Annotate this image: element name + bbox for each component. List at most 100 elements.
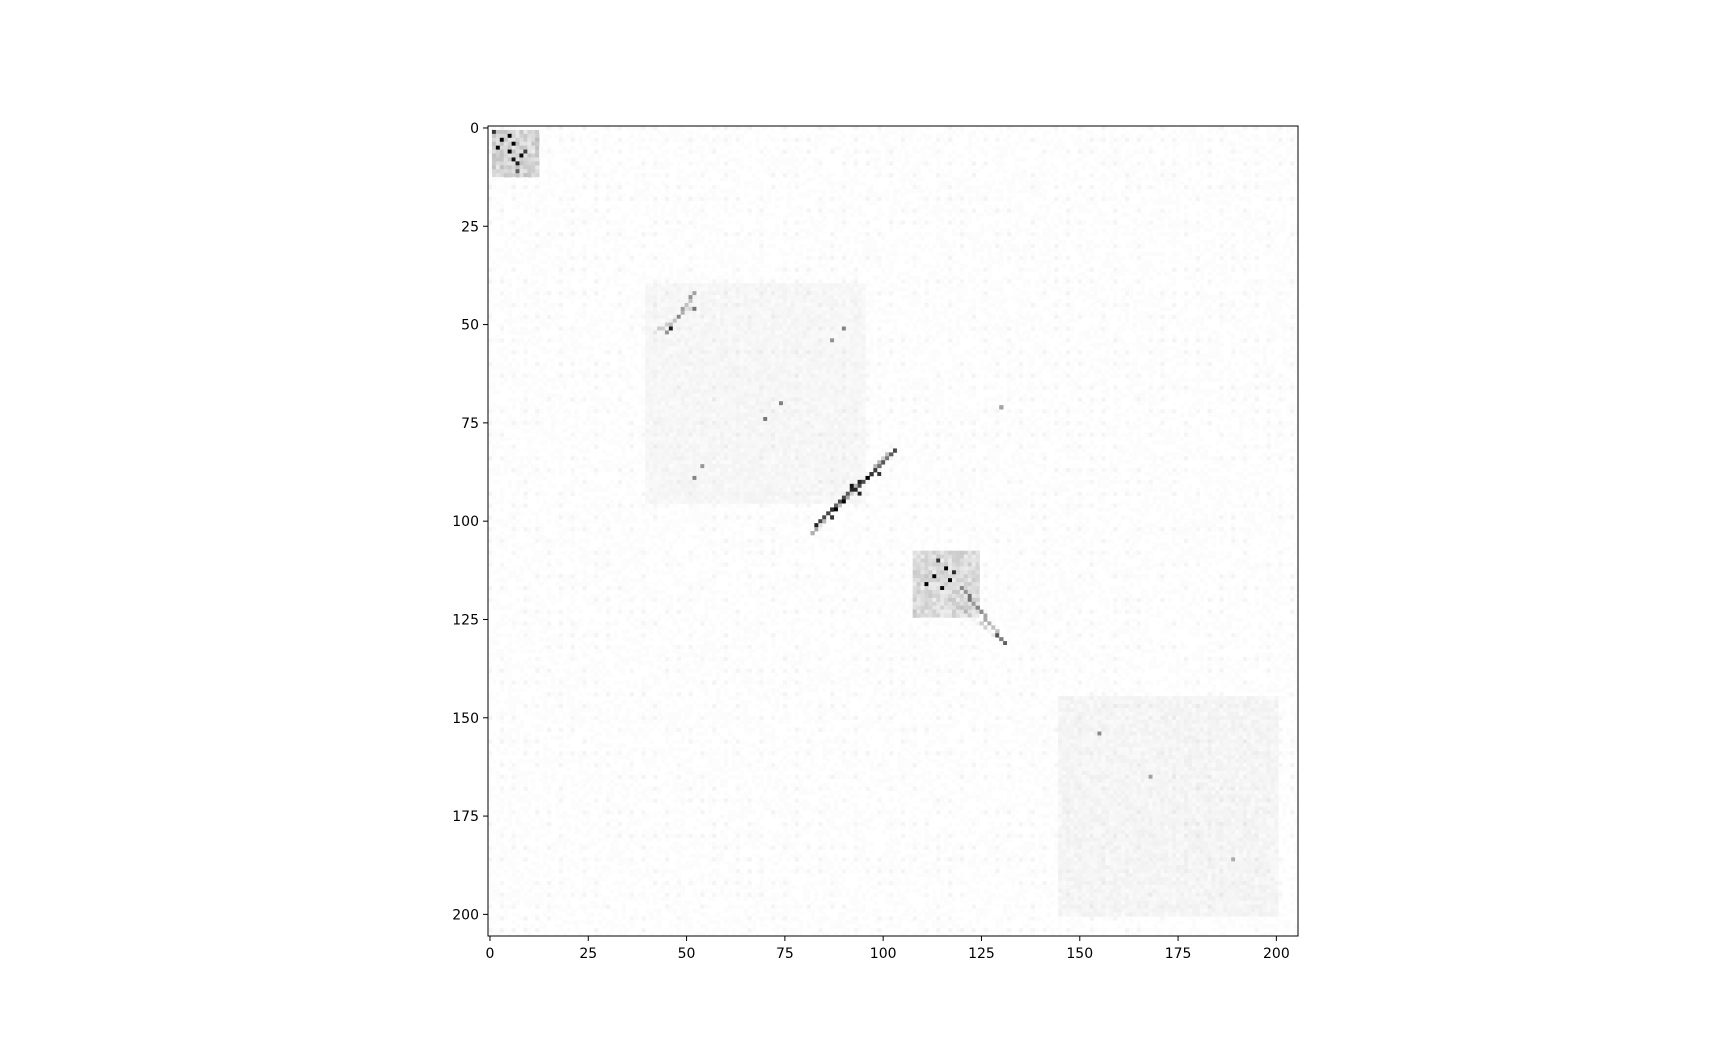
heatmap-cell xyxy=(633,295,638,300)
heatmap-cell xyxy=(830,208,835,213)
heatmap-cell xyxy=(668,126,674,131)
heatmap-cell xyxy=(594,208,599,213)
heatmap-cell xyxy=(1121,141,1126,147)
heatmap-cell xyxy=(1050,220,1055,225)
heatmap-cell xyxy=(1077,204,1083,209)
heatmap-cell xyxy=(904,295,910,300)
heatmap-cell xyxy=(503,153,509,158)
heatmap-cell xyxy=(1215,184,1220,190)
heatmap-cell xyxy=(782,283,788,288)
heatmap-cell xyxy=(1018,216,1024,221)
heatmap-cell xyxy=(936,181,941,186)
heatmap-cell xyxy=(1050,236,1055,241)
heatmap-cell xyxy=(1081,208,1087,213)
heatmap-cell xyxy=(688,133,693,139)
heatmap-cell xyxy=(1136,204,1142,209)
heatmap-cell xyxy=(637,283,642,288)
heatmap-cell xyxy=(889,216,894,221)
heatmap-cell xyxy=(1278,267,1283,272)
heatmap-cell xyxy=(672,228,678,233)
heatmap-cell xyxy=(814,169,819,174)
heatmap-cell xyxy=(979,255,984,261)
heatmap-cell xyxy=(893,188,898,194)
heatmap-cell xyxy=(507,255,512,261)
heatmap-cell xyxy=(739,306,744,312)
heatmap-cell xyxy=(834,267,839,272)
heatmap-cell xyxy=(1069,133,1075,139)
heatmap-cell xyxy=(759,188,764,194)
heatmap-cell xyxy=(1042,129,1047,135)
heatmap-cell xyxy=(1195,267,1201,272)
heatmap-cell xyxy=(1250,153,1256,158)
heatmap-cell xyxy=(700,228,705,233)
heatmap-cell xyxy=(692,196,697,202)
heatmap-cell xyxy=(1046,141,1051,147)
heatmap-cell xyxy=(834,196,839,202)
heatmap-cell xyxy=(653,204,658,209)
heatmap-cell xyxy=(936,251,941,257)
heatmap-cell xyxy=(1286,133,1291,139)
heatmap-cell xyxy=(830,181,835,186)
heatmap-cell xyxy=(963,145,969,150)
heatmap-cell xyxy=(763,251,768,257)
heatmap-cell xyxy=(1007,255,1012,261)
heatmap-cell xyxy=(924,302,929,308)
heatmap-cell xyxy=(995,224,1000,229)
heatmap-cell xyxy=(1274,291,1279,296)
heatmap-cell xyxy=(999,165,1004,170)
heatmap-cell xyxy=(1124,188,1130,194)
heatmap-cell xyxy=(1010,149,1016,154)
heatmap-cell xyxy=(1030,192,1035,198)
heatmap-cell xyxy=(1168,306,1173,312)
heatmap-cell xyxy=(712,263,717,268)
heatmap-cell xyxy=(602,267,607,272)
heatmap-cell xyxy=(1180,224,1185,229)
heatmap-cell xyxy=(1254,279,1260,284)
heatmap-cell xyxy=(727,310,733,316)
heatmap-cell xyxy=(1168,255,1173,261)
heatmap-cell xyxy=(637,188,642,194)
heatmap-cell xyxy=(519,169,524,174)
heatmap-cell xyxy=(1054,196,1059,202)
heatmap-cell xyxy=(778,129,784,135)
heatmap-cell xyxy=(786,287,792,292)
heatmap-cell xyxy=(527,295,532,300)
heatmap-cell xyxy=(1203,240,1208,245)
heatmap-cell xyxy=(676,220,682,225)
heatmap-cell xyxy=(900,133,906,139)
heatmap-cell xyxy=(519,157,524,162)
heatmap-cell xyxy=(664,228,670,233)
heatmap-cell xyxy=(676,279,682,284)
heatmap-cell xyxy=(680,299,685,304)
heatmap-cell xyxy=(566,169,571,174)
heatmap-cell xyxy=(704,291,709,296)
heatmap-cell xyxy=(1069,299,1075,304)
heatmap-cell xyxy=(936,232,941,237)
heatmap-cell xyxy=(676,184,682,190)
heatmap-cell xyxy=(999,255,1004,261)
heatmap-cell xyxy=(1266,302,1271,308)
heatmap-cell xyxy=(889,291,894,296)
heatmap-cell xyxy=(727,212,733,217)
heatmap-cell xyxy=(1223,208,1228,213)
heatmap-cell xyxy=(1168,177,1173,182)
heatmap-cell xyxy=(759,255,764,261)
heatmap-cell xyxy=(527,240,532,245)
heatmap-cell xyxy=(853,126,859,131)
heatmap-cell xyxy=(1180,126,1185,131)
heatmap-cell xyxy=(936,157,941,162)
heatmap-cell xyxy=(700,275,705,280)
heatmap-cell xyxy=(495,255,501,261)
heatmap-cell xyxy=(1168,220,1173,225)
heatmap-cell xyxy=(979,306,984,312)
heatmap-cell xyxy=(1156,232,1161,237)
heatmap-cell xyxy=(814,149,819,154)
heatmap-cell xyxy=(499,200,505,206)
heatmap-cell xyxy=(814,188,819,194)
heatmap-cell xyxy=(499,157,505,162)
heatmap-cell xyxy=(657,275,662,280)
heatmap-cell xyxy=(778,306,784,312)
heatmap-cell xyxy=(830,267,835,272)
heatmap-cell xyxy=(1124,204,1130,209)
heatmap-cell xyxy=(578,133,583,139)
